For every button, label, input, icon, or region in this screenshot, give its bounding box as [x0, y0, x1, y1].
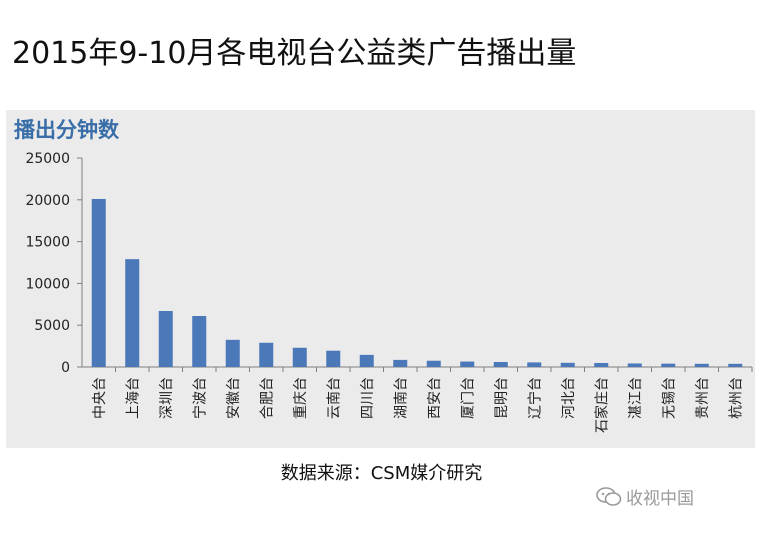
x-tick-label: 安徽台	[226, 377, 242, 419]
bar	[393, 359, 408, 367]
x-tick-label: 四川台	[360, 377, 376, 419]
bar	[594, 362, 609, 367]
y-tick-label: 5000	[34, 318, 70, 334]
x-tick-label: 辽宁台	[526, 377, 543, 419]
x-tick-label: 合肥台	[259, 377, 275, 419]
bar	[527, 362, 542, 367]
y-tick-label: 0	[61, 360, 70, 376]
x-tick-label: 杭州台	[728, 377, 744, 419]
wechat-icon	[596, 486, 622, 512]
x-tick-label: 石家庄台	[593, 377, 610, 433]
x-tick-label: 上海台	[125, 377, 141, 419]
watermark-text: 收视中国	[626, 489, 694, 509]
chart-title: 播出分钟数	[14, 118, 119, 142]
x-tick-label: 厦门台	[460, 377, 476, 419]
bar	[326, 350, 341, 367]
bar	[426, 360, 441, 367]
y-tick-label: 10000	[25, 276, 70, 292]
bar	[91, 198, 106, 367]
x-tick-label: 云南台	[326, 377, 342, 419]
x-tick-label: 西安台	[427, 377, 443, 419]
x-tick-label: 贵州台	[695, 377, 711, 419]
bar	[225, 339, 240, 367]
bar	[292, 347, 307, 367]
y-tick-label: 20000	[25, 193, 70, 209]
watermark: 收视中国	[596, 484, 694, 512]
x-tick-label: 中央台	[92, 377, 108, 419]
data-source-note: 数据来源：CSM媒介研究	[280, 463, 483, 484]
bar	[728, 363, 743, 367]
y-tick-label: 15000	[25, 235, 70, 251]
bar	[627, 363, 642, 367]
bar	[460, 361, 475, 367]
x-tick-label: 湛江台	[628, 377, 644, 419]
x-tick-label: 无锡台	[661, 377, 677, 419]
bar	[359, 354, 374, 367]
bar	[259, 342, 274, 367]
x-tick-label: 宁波台	[191, 377, 208, 419]
bar	[158, 310, 173, 367]
x-tick-label: 湖南台	[393, 377, 409, 419]
x-tick-label: 深圳台	[159, 377, 175, 419]
x-tick-label: 河北台	[561, 377, 577, 419]
bar	[493, 361, 508, 367]
bar	[192, 316, 207, 367]
page-title: 2015年9-10月各电视台公益类广告播出量	[12, 36, 577, 71]
x-tick-label: 重庆台	[293, 377, 309, 419]
bar	[661, 363, 676, 367]
x-tick-label: 昆明台	[494, 377, 510, 419]
bar	[560, 362, 575, 367]
bar	[125, 259, 140, 367]
bar	[694, 363, 709, 367]
y-tick-label: 25000	[25, 151, 70, 167]
